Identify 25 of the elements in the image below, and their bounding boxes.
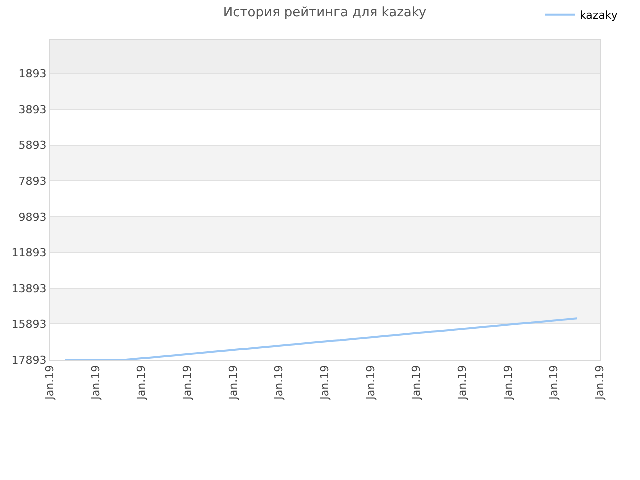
x-tick-label: Jan.19	[44, 365, 57, 401]
y-tick-label: 3893	[18, 103, 47, 116]
y-tick-label: 17893	[12, 354, 47, 367]
x-tick-label: Jan.19	[456, 365, 470, 401]
y-tick-label: 13893	[12, 282, 47, 296]
x-tick-label: Jan.19	[410, 365, 424, 401]
y-tick-label: 7893	[18, 175, 47, 188]
x-tick-label: Jan.19	[594, 365, 607, 401]
x-tick-label: Jan.19	[226, 365, 240, 401]
x-tick-label: Jan.19	[135, 365, 148, 401]
y-tick-label: 9893	[18, 210, 47, 224]
y-tick-label: 5893	[18, 139, 47, 152]
x-tick-label: Jan.19	[318, 365, 332, 401]
x-tick-label: Jan.19	[502, 365, 515, 401]
x-tick-label: Jan.19	[272, 365, 286, 401]
y-tick-label: 11893	[12, 246, 47, 260]
x-tick-label: Jan.19	[364, 365, 378, 401]
x-tick-label: Jan.19	[548, 365, 561, 401]
y-tick-label: 15893	[12, 318, 47, 332]
x-tick-label: Jan.19	[89, 365, 102, 401]
chart-title: История рейтинга для kazaky	[223, 6, 427, 21]
legend-label: kazaky	[580, 9, 618, 22]
x-tick-label: Jan.19	[181, 365, 194, 401]
y-tick-label: 1893	[18, 68, 47, 81]
line-series	[64, 318, 578, 360]
